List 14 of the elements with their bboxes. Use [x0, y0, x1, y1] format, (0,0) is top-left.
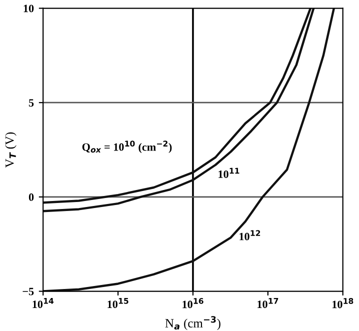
y-tick-label: 0 [28, 193, 34, 201]
y-tick-label: 5 [28, 99, 34, 107]
y-tick-label: 10 [24, 4, 34, 12]
y-axis-title: V$_{T}$ (V) [5, 132, 16, 168]
x-tick-label: 10$^{17}$ [258, 298, 278, 308]
x-tick-label: 10$^{16}$ [182, 298, 204, 308]
annotation: 10$^{11}$ [218, 168, 240, 178]
x-tick-label: 10$^{18}$ [332, 298, 354, 308]
annotation: Q$_{ox}$ = 10$^{10}$ (cm$^{−2}$) [82, 140, 172, 154]
x-axis-title: N$_{a}$ (cm$^{−3}$) [165, 316, 220, 330]
y-tick-label: −5 [22, 288, 34, 296]
annotation: 10$^{12}$ [240, 230, 260, 240]
x-tick-label: 10$^{15}$ [108, 298, 128, 308]
x-tick-label: 10$^{14}$ [32, 298, 54, 308]
